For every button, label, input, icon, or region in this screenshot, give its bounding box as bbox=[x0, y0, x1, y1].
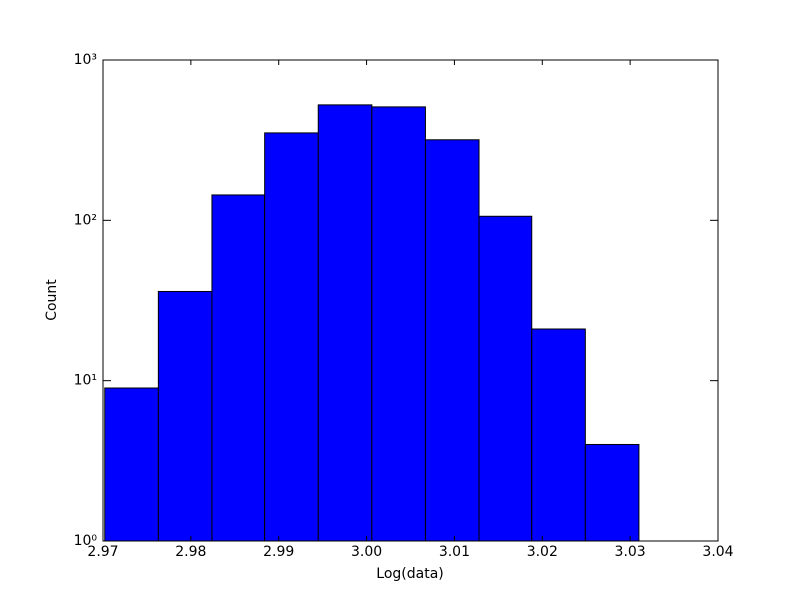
bar bbox=[371, 106, 426, 542]
y-tick-label: 10¹ bbox=[74, 373, 97, 389]
x-tick-label: 3.04 bbox=[702, 544, 733, 560]
x-tick-label: 3.00 bbox=[351, 544, 382, 560]
y-tick-label: 10⁰ bbox=[74, 533, 98, 549]
bar bbox=[211, 194, 266, 542]
x-tick-label: 3.01 bbox=[439, 544, 470, 560]
y-tick-label: 10² bbox=[74, 212, 97, 228]
bar bbox=[264, 132, 319, 542]
bar bbox=[104, 387, 159, 542]
x-tick-label: 2.99 bbox=[263, 544, 294, 560]
bar bbox=[424, 139, 480, 542]
y-tick-label: 10³ bbox=[74, 52, 97, 68]
bar bbox=[584, 443, 640, 542]
x-tick-label: 3.03 bbox=[615, 544, 646, 560]
plot-frame bbox=[102, 59, 719, 542]
bar bbox=[157, 290, 213, 542]
bar bbox=[531, 328, 586, 542]
x-tick-label: 2.98 bbox=[175, 544, 206, 560]
bar bbox=[478, 215, 533, 542]
bar bbox=[317, 104, 373, 542]
y-axis-label: Count bbox=[44, 279, 60, 321]
x-tick-label: 3.02 bbox=[527, 544, 558, 560]
x-axis-label: Log(data) bbox=[376, 566, 443, 582]
x-tick-label: 2.97 bbox=[87, 544, 118, 560]
